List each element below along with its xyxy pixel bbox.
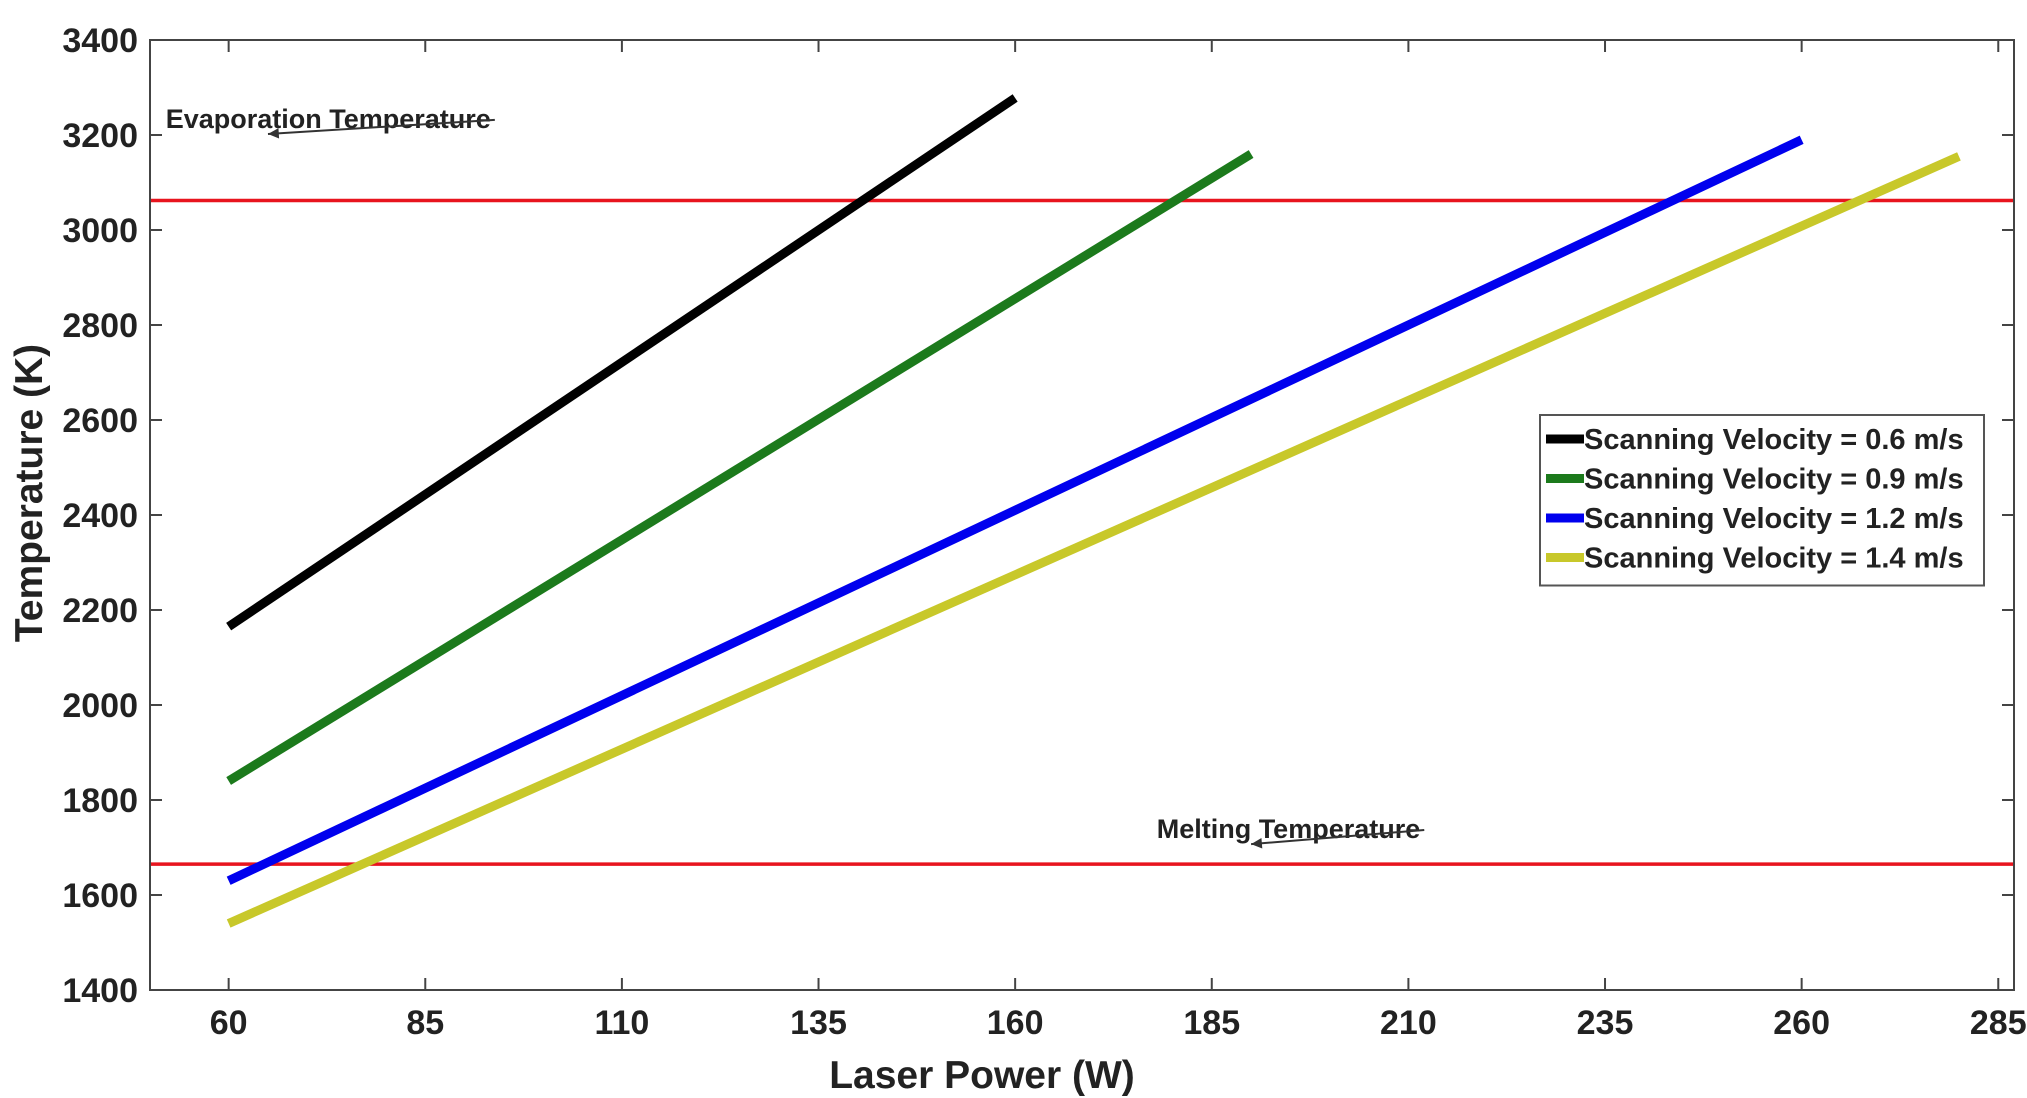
series-line-2 [226, 150, 1254, 785]
y-tick-label: 3400 [62, 22, 138, 60]
x-tick-label: 285 [1970, 1004, 2027, 1042]
x-tick-label: 160 [987, 1004, 1044, 1042]
x-tick-label: 185 [1183, 1004, 1240, 1042]
reference-lines [150, 198, 2014, 866]
melting-annotation-arrow [1251, 829, 1425, 846]
legend-box [1539, 414, 1985, 587]
x-tick-label: 235 [1577, 1004, 1634, 1042]
melting-annotation: Melting Temperature [1157, 814, 1421, 844]
melting-annotation-arrowhead [1251, 838, 1263, 849]
series-line-1 [226, 94, 1018, 631]
y-tick-label: 3200 [62, 117, 138, 155]
series-line-3 [226, 135, 1804, 885]
annotations: Evaporation Temperature Melting Temperatu… [166, 104, 1425, 849]
x-tick-label: 135 [790, 1004, 847, 1042]
ticks-layer: 60 85 110 135 160 185 210 235 260 285 1400 1600 1800… [62, 22, 2026, 1042]
y-tick-label: 2600 [62, 402, 138, 440]
y-tick-label: 2800 [62, 307, 138, 345]
y-tick-label: 2400 [62, 497, 138, 535]
series-line-4 [226, 152, 1961, 928]
x-tick-label: 85 [406, 1004, 444, 1042]
y-axis-title: Temperature (K) [8, 344, 51, 642]
x-tick-label: 110 [594, 1004, 649, 1042]
x-tick-label: 260 [1773, 1004, 1830, 1042]
y-tick-label: 2000 [62, 687, 138, 725]
legend-label: Scanning Velocity = 1.2 m/s [1584, 503, 1964, 535]
x-tick-label: 60 [210, 1004, 248, 1042]
series-lines [226, 94, 1961, 928]
y-tick-label: 1800 [62, 782, 138, 820]
legend-label: Scanning Velocity = 0.6 m/s [1584, 424, 1964, 456]
y-tick-label: 3000 [62, 212, 138, 250]
evaporation-annotation: Evaporation Temperature [166, 104, 491, 134]
legend: Scanning Velocity = 0.6 m/s Scanning Velo… [1539, 414, 1985, 587]
evaporation-annotation-arrowhead [267, 128, 280, 139]
evaporation-annotation-arrow [267, 118, 495, 135]
y-tick-label: 1600 [62, 877, 138, 915]
x-tick-label: 210 [1380, 1004, 1437, 1042]
x-axis-title: Laser Power (W) [829, 1054, 1135, 1097]
y-tick-label: 1400 [62, 972, 138, 1010]
legend-label: Scanning Velocity = 0.9 m/s [1584, 464, 1964, 496]
legend-label: Scanning Velocity = 1.4 m/s [1584, 543, 1964, 575]
y-tick-label: 2200 [62, 592, 138, 630]
plot-frame [149, 39, 2015, 991]
